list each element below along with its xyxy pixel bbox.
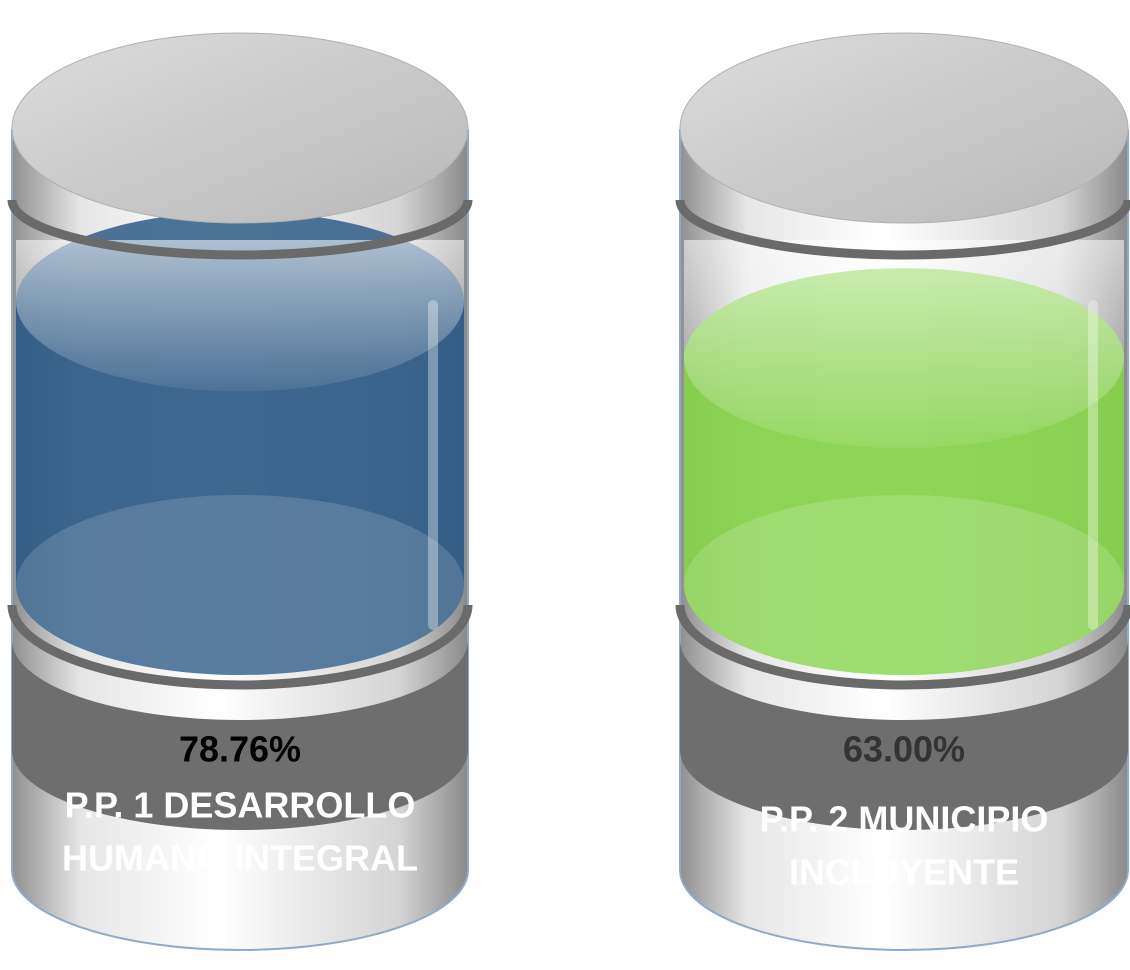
ring [675,199,1130,260]
category-label: P.P. 1 DESARROLLO [65,785,416,826]
lid [11,32,469,224]
label-band [680,640,1128,830]
glass-shine [684,240,1124,449]
glass-highlight [1088,300,1098,630]
value-label: 78.76% [179,729,301,770]
ring [675,604,1130,690]
glass-shine [16,240,464,392]
ring [7,199,473,260]
category-label: INCLUYENTE [789,852,1019,893]
liquid-bottom [684,495,1124,675]
glass-highlight [428,300,438,630]
lid [679,32,1129,224]
label-band [12,640,468,830]
category-label: P.P. 2 MUNICIPIO [760,799,1049,840]
liquid-bottom [16,495,464,675]
category-label: HUMANO INTEGRAL [62,838,418,879]
ring [7,604,473,690]
value-label: 63.00% [843,729,965,770]
